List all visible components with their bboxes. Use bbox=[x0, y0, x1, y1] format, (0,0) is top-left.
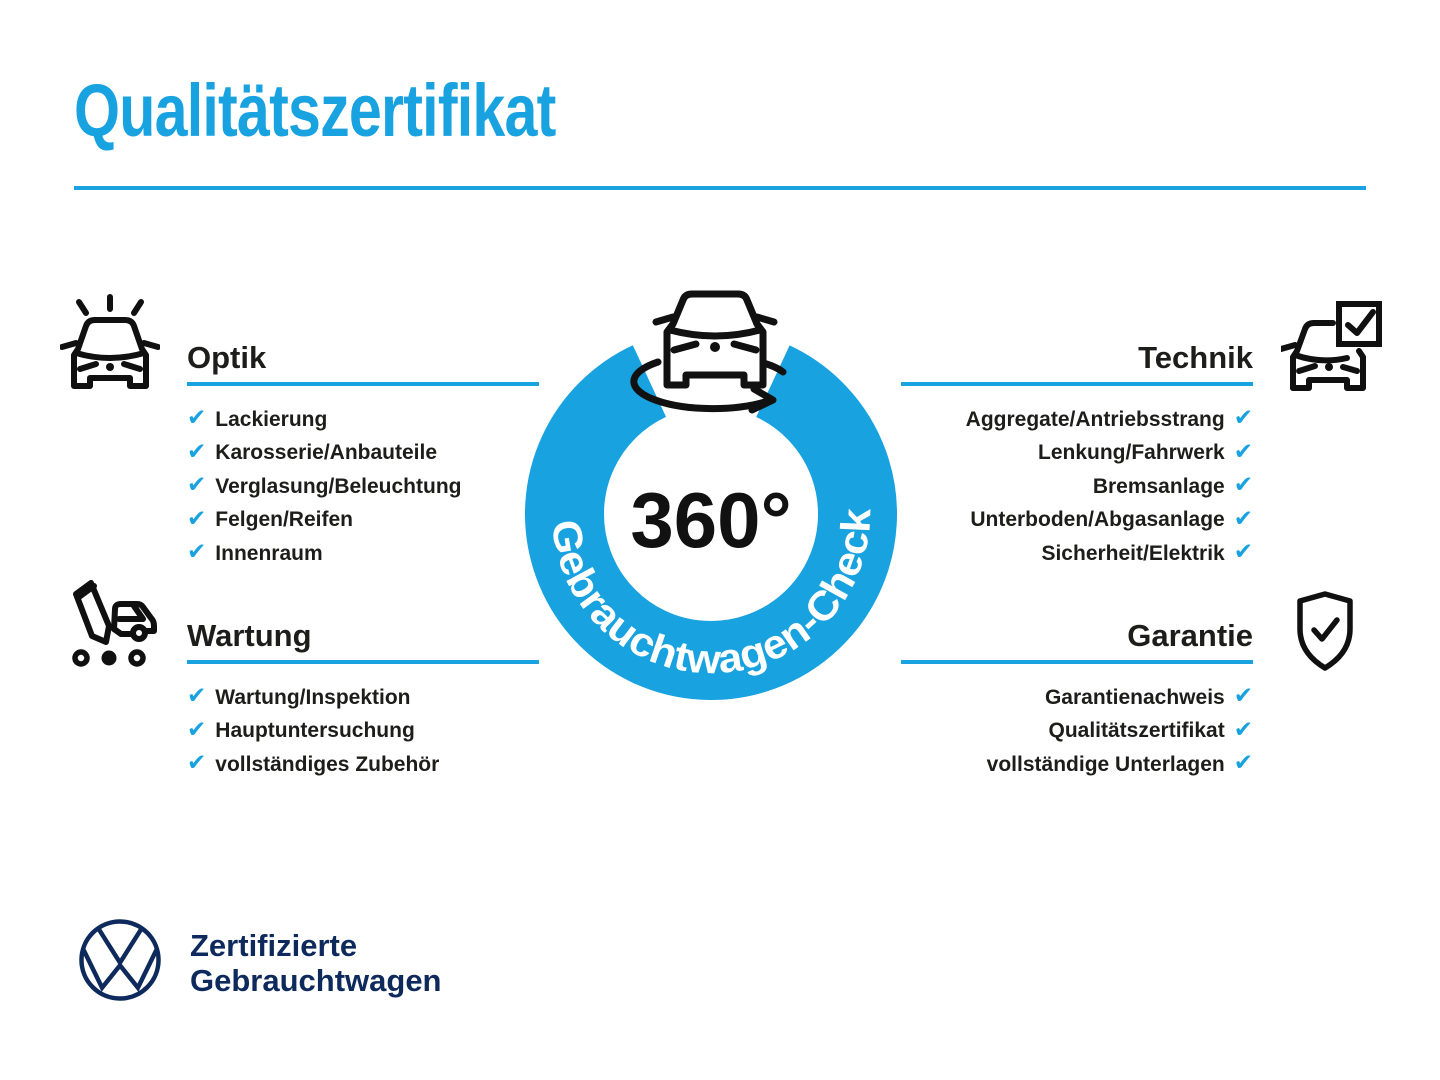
checklist-item-label: vollständige Unterlagen bbox=[986, 752, 1225, 776]
check-icon: ✔ bbox=[1233, 750, 1253, 777]
checklist-item: Bremsanlage ✔ bbox=[901, 470, 1253, 504]
checklist-item-label: vollständiges Zubehör bbox=[215, 752, 440, 776]
360-check-badge: Gebrauchtwagen-Check 360° bbox=[525, 290, 897, 700]
check-icon: ✔ bbox=[1233, 472, 1253, 499]
checklist-item: ✔ Wartung/Inspektion bbox=[187, 681, 539, 715]
checklist-item: Garantienachweis ✔ bbox=[901, 681, 1253, 715]
section-garantie-list: Garantienachweis ✔ Qualitätszertifikat ✔ v… bbox=[901, 681, 1253, 782]
checklist-item: ✔ Lackierung bbox=[187, 403, 539, 437]
checklist-item: ✔ Hauptuntersuchung bbox=[187, 715, 539, 749]
check-icon: ✔ bbox=[187, 539, 207, 566]
pencil-car-icon bbox=[72, 580, 157, 667]
badge-value: 360° bbox=[630, 476, 791, 564]
car-checkbox-icon bbox=[1281, 301, 1382, 391]
checklist-item-label: Verglasung/Beleuchtung bbox=[215, 474, 462, 498]
section-technik: Technik Aggregate/Antriebsstrang ✔ Lenkun… bbox=[901, 341, 1253, 571]
check-icon: ✔ bbox=[187, 716, 207, 743]
check-icon: ✔ bbox=[187, 683, 207, 710]
section-wartung: Wartung ✔ Wartung/Inspektion ✔ Hauptunters… bbox=[187, 619, 539, 782]
checklist-item-label: Unterboden/Abgasanlage bbox=[970, 508, 1225, 532]
check-icon: ✔ bbox=[187, 472, 207, 499]
section-optik: Optik ✔ Lackierung ✔ Karosserie/Anbauteile… bbox=[187, 341, 539, 571]
section-wartung-title: Wartung bbox=[187, 619, 539, 664]
checklist-item-label: Innenraum bbox=[215, 541, 323, 565]
section-garantie-title: Garantie bbox=[901, 619, 1253, 664]
checklist-item: Qualitätszertifikat ✔ bbox=[901, 715, 1254, 749]
check-icon: ✔ bbox=[1233, 505, 1253, 532]
checklist-item: ✔ Felgen/Reifen bbox=[187, 504, 539, 538]
badge-ring bbox=[525, 328, 897, 700]
check-icon: ✔ bbox=[187, 405, 207, 432]
brand-line-2: Gebrauchtwagen bbox=[190, 963, 442, 998]
vw-logo bbox=[79, 919, 161, 1001]
section-wartung-list: ✔ Wartung/Inspektion ✔ Hauptuntersuchung ✔… bbox=[187, 681, 539, 782]
shield-check-icon bbox=[1297, 591, 1353, 671]
checklist-item-label: Sicherheit/Elektrik bbox=[1041, 541, 1225, 565]
check-icon: ✔ bbox=[1233, 405, 1253, 432]
checklist-item-label: Lenkung/Fahrwerk bbox=[1038, 441, 1225, 465]
check-icon: ✔ bbox=[1233, 438, 1253, 465]
checklist-item-label: Bremsanlage bbox=[1092, 474, 1225, 498]
checklist-item-label: Wartung/Inspektion bbox=[215, 685, 411, 709]
checklist-item: Aggregate/Antriebsstrang ✔ bbox=[901, 403, 1253, 437]
section-technik-title: Technik bbox=[901, 341, 1253, 386]
page-title: Qualitätszertifikat bbox=[74, 69, 556, 152]
brand-line-1: Zertifizierte bbox=[190, 928, 358, 963]
checklist-item-label: Karosserie/Anbauteile bbox=[215, 441, 438, 465]
section-optik-title: Optik bbox=[187, 341, 539, 386]
checklist-item: Sicherheit/Elektrik ✔ bbox=[901, 537, 1253, 571]
checklist-item-label: Felgen/Reifen bbox=[215, 508, 353, 532]
checklist-item: ✔ Karosserie/Anbauteile bbox=[187, 437, 539, 471]
checklist-item: ✔ Verglasung/Beleuchtung bbox=[187, 470, 539, 504]
checklist-item: ✔ Innenraum bbox=[187, 537, 539, 571]
check-icon: ✔ bbox=[187, 505, 207, 532]
brand-wordmark: Zertifizierte Gebrauchtwagen bbox=[190, 928, 442, 998]
checklist-item-label: Lackierung bbox=[215, 407, 328, 431]
check-icon: ✔ bbox=[187, 750, 207, 777]
section-garantie: Garantie Garantienachweis ✔ Qualitätszert… bbox=[901, 619, 1253, 782]
checklist-item: ✔ vollständiges Zubehör bbox=[187, 748, 539, 782]
section-technik-list: Aggregate/Antriebsstrang ✔ Lenkung/Fahrwe… bbox=[901, 403, 1253, 571]
checklist-item-label: Qualitätszertifikat bbox=[1048, 719, 1225, 743]
checklist-item-label: Garantienachweis bbox=[1044, 685, 1225, 709]
checklist-item-label: Aggregate/Antriebsstrang bbox=[965, 407, 1225, 431]
checklist-item: Lenkung/Fahrwerk ✔ bbox=[901, 437, 1253, 471]
check-icon: ✔ bbox=[1233, 716, 1253, 743]
checklist-item: vollständige Unterlagen ✔ bbox=[901, 748, 1253, 782]
shiny-car-icon bbox=[60, 294, 160, 389]
car-360-icon bbox=[630, 290, 787, 414]
header-divider bbox=[74, 186, 1366, 190]
section-optik-list: ✔ Lackierung ✔ Karosserie/Anbauteile ✔ Verg… bbox=[187, 403, 539, 571]
checklist-item-label: Hauptuntersuchung bbox=[215, 719, 415, 743]
check-icon: ✔ bbox=[187, 438, 207, 465]
checklist-item: Unterboden/Abgasanlage ✔ bbox=[901, 504, 1253, 538]
check-icon: ✔ bbox=[1233, 683, 1253, 710]
check-icon: ✔ bbox=[1233, 539, 1253, 566]
